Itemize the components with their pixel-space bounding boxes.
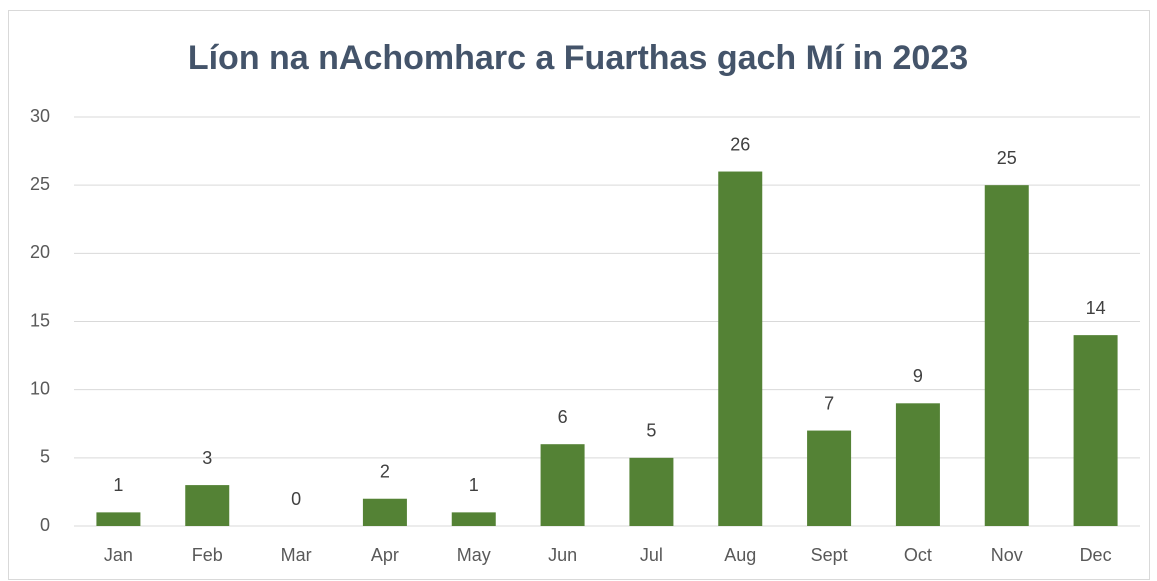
bar <box>984 185 1029 526</box>
x-tick-label: Dec <box>1080 545 1112 565</box>
y-tick-label: 0 <box>40 515 50 535</box>
x-tick-label: Oct <box>904 545 932 565</box>
data-label: 3 <box>202 448 212 468</box>
x-tick-label: May <box>457 545 491 565</box>
y-tick-label: 20 <box>30 242 50 262</box>
bar <box>1073 335 1118 526</box>
bar <box>807 430 852 526</box>
data-label: 7 <box>824 393 834 413</box>
bar <box>185 485 230 526</box>
x-tick-label: Nov <box>991 545 1023 565</box>
x-tick-label: Aug <box>724 545 756 565</box>
data-label: 1 <box>469 475 479 495</box>
x-tick-label: Sept <box>811 545 848 565</box>
y-tick-label: 5 <box>40 447 50 467</box>
data-label: 1 <box>113 475 123 495</box>
y-tick-label: 30 <box>30 106 50 126</box>
data-label: 25 <box>997 148 1017 168</box>
y-tick-label: 15 <box>30 310 50 330</box>
x-tick-label: Jul <box>640 545 663 565</box>
data-label: 26 <box>730 134 750 154</box>
data-label: 9 <box>913 366 923 386</box>
y-tick-label: 25 <box>30 174 50 194</box>
bar <box>629 457 674 526</box>
data-label: 2 <box>380 461 390 481</box>
bar <box>451 512 496 526</box>
x-tick-label: Mar <box>281 545 312 565</box>
bar <box>540 444 585 526</box>
data-label: 0 <box>291 489 301 509</box>
x-tick-label: Jun <box>548 545 577 565</box>
data-label: 5 <box>646 421 656 441</box>
chart-title: Líon na nAchomharc a Fuarthas gach Mí in… <box>188 39 968 77</box>
x-tick-label: Feb <box>192 545 223 565</box>
bar <box>895 403 940 526</box>
bar <box>362 498 407 526</box>
bar <box>718 171 763 527</box>
x-tick-label: Jan <box>104 545 133 565</box>
data-label: 6 <box>558 407 568 427</box>
x-tick-label: Apr <box>371 545 399 565</box>
data-label: 14 <box>1086 298 1106 318</box>
y-tick-label: 10 <box>30 378 50 398</box>
bar <box>96 512 141 526</box>
